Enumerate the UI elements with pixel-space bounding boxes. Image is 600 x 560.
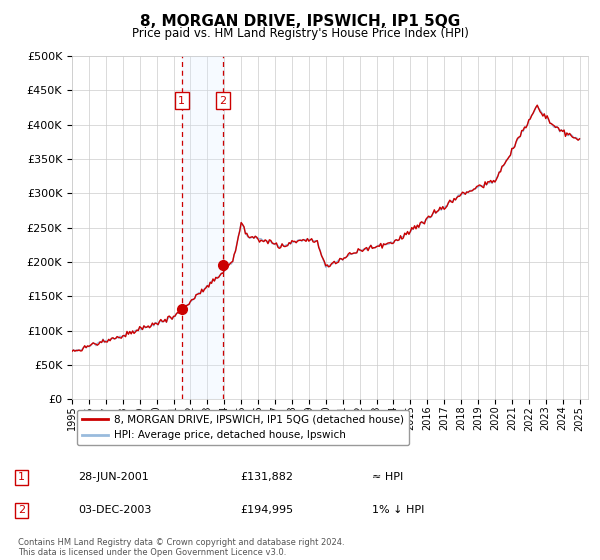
- Text: 28-JUN-2001: 28-JUN-2001: [78, 473, 149, 482]
- Text: Price paid vs. HM Land Registry's House Price Index (HPI): Price paid vs. HM Land Registry's House …: [131, 27, 469, 40]
- Text: £131,882: £131,882: [240, 473, 293, 482]
- Legend: 8, MORGAN DRIVE, IPSWICH, IP1 5QG (detached house), HPI: Average price, detached: 8, MORGAN DRIVE, IPSWICH, IP1 5QG (detac…: [77, 410, 409, 445]
- Text: ≈ HPI: ≈ HPI: [372, 473, 403, 482]
- Bar: [182, 56, 223, 399]
- Text: 2: 2: [18, 505, 25, 515]
- Text: Contains HM Land Registry data © Crown copyright and database right 2024.
This d: Contains HM Land Registry data © Crown c…: [18, 538, 344, 557]
- Text: 2: 2: [220, 96, 226, 106]
- Text: 03-DEC-2003: 03-DEC-2003: [78, 505, 151, 515]
- Text: 1: 1: [18, 473, 25, 482]
- Text: 8, MORGAN DRIVE, IPSWICH, IP1 5QG: 8, MORGAN DRIVE, IPSWICH, IP1 5QG: [140, 14, 460, 29]
- Text: £194,995: £194,995: [240, 505, 293, 515]
- Text: 1: 1: [178, 96, 185, 106]
- Text: 1% ↓ HPI: 1% ↓ HPI: [372, 505, 424, 515]
